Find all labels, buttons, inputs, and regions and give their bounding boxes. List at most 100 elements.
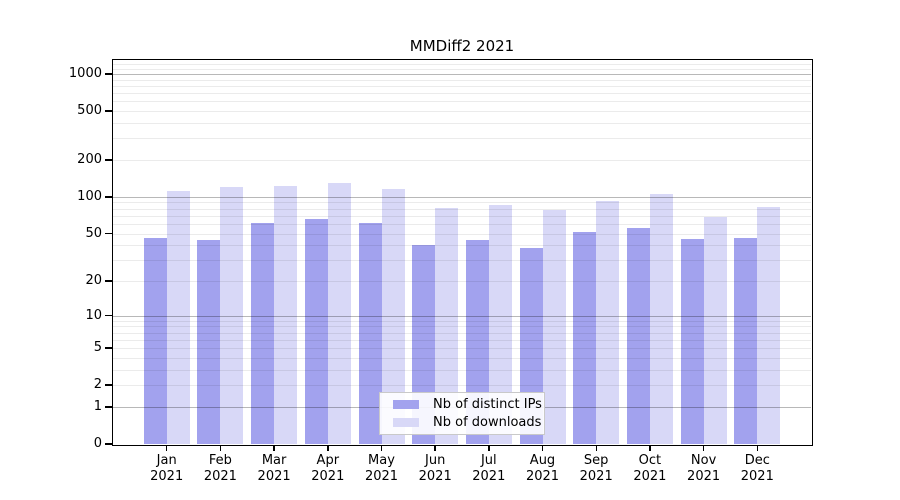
bar-nb-of-distinct-ips-dec (734, 237, 758, 444)
bar-nb-of-distinct-ips-sep (573, 232, 597, 444)
y-label-50: 50 (85, 225, 102, 241)
gridline-80 (113, 208, 811, 210)
y-label-2: 2 (93, 377, 102, 393)
x-tick-apr (327, 445, 329, 451)
gridline-20 (113, 281, 811, 282)
bar-nb-of-distinct-ips-oct (626, 227, 650, 444)
y-label-200: 200 (77, 152, 102, 167)
bar-nb-of-distinct-ips-nov (680, 239, 704, 444)
gridline-90 (113, 202, 811, 204)
gridline-40 (113, 245, 811, 247)
gridline-500 (113, 111, 811, 113)
x-tick-nov (702, 445, 705, 451)
legend-item-downloads: Nb of downloads (380, 414, 544, 432)
gridline-70 (113, 215, 811, 217)
y-label-10: 10 (85, 307, 102, 323)
x-label-dec: Dec 2021 (740, 453, 774, 485)
y-label-1: 1 (93, 398, 102, 414)
legend-label-downloads: Nb of downloads (433, 415, 542, 430)
bar-nb-of-downloads-jul (488, 204, 512, 444)
x-label-apr: Apr 2021 (311, 453, 345, 485)
y-tick-2 (105, 384, 112, 386)
y-label-5: 5 (93, 340, 102, 356)
y-label-1000: 1000 (68, 66, 102, 81)
x-tick-feb (219, 445, 222, 451)
bar-nb-of-downloads-feb (220, 187, 244, 444)
gridline-6 (113, 339, 811, 341)
bar-nb-of-downloads-sep (596, 200, 620, 444)
x-label-jul: Jul 2021 (472, 453, 506, 485)
y-tick-1 (105, 406, 112, 408)
x-label-aug: Aug 2021 (525, 453, 560, 485)
bar-nb-of-distinct-ips-jan (143, 237, 167, 444)
x-tick-jul (488, 445, 490, 451)
y-label-0: 0 (93, 436, 102, 451)
bar-nb-of-downloads-dec (757, 207, 781, 444)
x-tick-dec (756, 445, 759, 451)
gridline-10 (113, 315, 811, 317)
y-tick-500 (105, 110, 112, 112)
gridline-700 (113, 93, 811, 95)
y-tick-20 (105, 280, 112, 282)
gridline-600 (113, 101, 811, 103)
x-label-jan: Jan 2021 (150, 453, 184, 485)
gridline-200 (113, 160, 811, 161)
y-tick-5 (105, 347, 112, 349)
y-label-500: 500 (77, 103, 102, 119)
gridline-1000 (113, 74, 811, 75)
gridline-1100 (113, 68, 811, 70)
y-tick-1000 (105, 73, 112, 75)
x-tick-may (380, 445, 383, 451)
bar-nb-of-downloads-jan (166, 190, 190, 444)
x-label-oct: Oct 2021 (633, 453, 667, 485)
gridline-1200 (113, 64, 811, 66)
y-tick-100 (105, 196, 112, 198)
bar-nb-of-downloads-may (381, 188, 405, 444)
plot-area (111, 58, 813, 446)
x-label-may: May 2021 (364, 453, 399, 485)
x-tick-oct (649, 445, 651, 451)
x-label-sep: Sep 2021 (579, 453, 613, 485)
bar-nb-of-downloads-jun (435, 208, 459, 444)
gridline-30 (113, 260, 811, 262)
bar-nb-of-distinct-ips-may (358, 223, 382, 444)
gridline-4 (113, 357, 811, 359)
gridline-60 (113, 223, 811, 225)
gridline-5 (113, 348, 811, 350)
bar-nb-of-downloads-aug (542, 210, 566, 444)
y-label-20: 20 (85, 273, 102, 288)
legend-swatch-distinct-ips (393, 400, 419, 409)
gridline-3 (113, 369, 811, 371)
y-tick-10 (105, 314, 112, 317)
bar-nb-of-downloads-nov (703, 217, 727, 444)
gridline-2 (113, 385, 811, 387)
gridline-7 (113, 332, 811, 334)
x-tick-mar (273, 445, 275, 451)
x-label-nov: Nov 2021 (687, 453, 721, 485)
bar-nb-of-downloads-apr (327, 183, 351, 444)
y-tick-200 (105, 159, 112, 161)
x-label-jun: Jun 2021 (418, 453, 452, 485)
legend: Nb of distinct IPs Nb of downloads (379, 392, 545, 435)
gridline-50 (113, 233, 811, 235)
chart-title: MMDiff2 2021 (409, 37, 515, 55)
gridline-900 (113, 79, 811, 81)
gridline-8 (113, 326, 811, 328)
bar-nb-of-downloads-oct (649, 193, 673, 444)
gridline-100 (113, 196, 811, 198)
y-tick-50 (105, 232, 112, 235)
legend-label-distinct-ips: Nb of distinct IPs (433, 397, 542, 412)
legend-item-distinct-ips: Nb of distinct IPs (380, 396, 544, 414)
x-tick-jan (165, 445, 168, 451)
gridline-300 (113, 138, 811, 140)
gridline-400 (113, 123, 811, 124)
bar-nb-of-distinct-ips-mar (251, 223, 275, 444)
bar-nb-of-downloads-mar (274, 186, 298, 444)
bar-nb-of-distinct-ips-feb (197, 240, 221, 444)
gridline-800 (113, 86, 811, 87)
y-label-100: 100 (77, 188, 102, 204)
x-tick-aug (541, 445, 544, 451)
x-tick-jun (434, 445, 436, 451)
x-label-mar: Mar 2021 (257, 453, 291, 485)
